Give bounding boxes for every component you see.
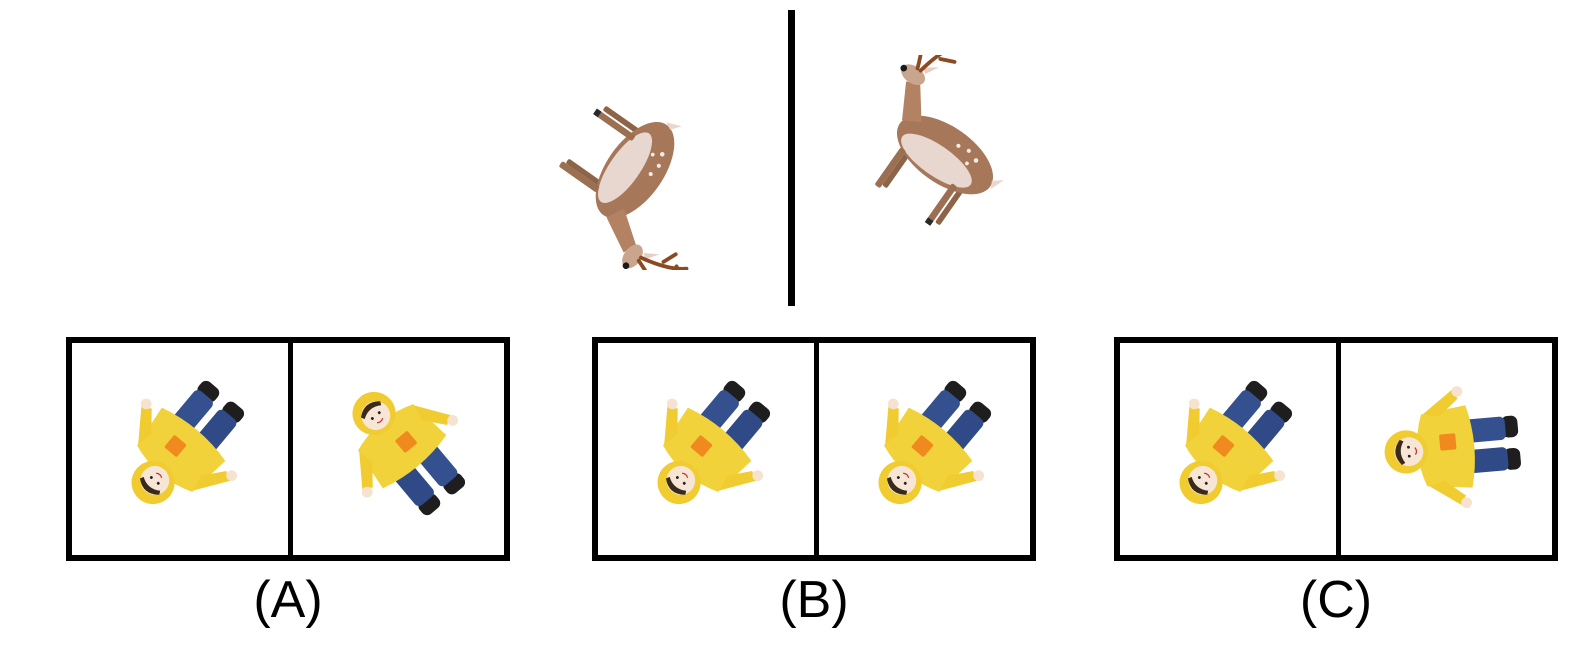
example-divider — [788, 10, 795, 306]
option-b-box[interactable] — [592, 337, 1036, 561]
option-b-right-cell — [814, 343, 1030, 555]
option-b-left-doll-icon — [618, 358, 798, 538]
option-c-left-cell — [1120, 343, 1336, 555]
example-right-deer-icon — [850, 55, 1040, 248]
option-b-left-cell — [598, 343, 814, 555]
option-a-right-doll-icon — [313, 358, 493, 538]
example-left-deer-icon — [540, 78, 730, 270]
option-c-right-doll-icon — [1378, 380, 1526, 516]
option-a-label: (A) — [253, 571, 323, 629]
option-c-left-doll-icon — [1140, 358, 1320, 538]
option-b-right-doll-icon — [839, 358, 1019, 538]
option-a-box[interactable] — [66, 337, 510, 561]
option-c-right-cell — [1336, 343, 1552, 555]
option-a-right-cell — [288, 343, 504, 555]
option-a-left-doll-icon — [92, 358, 272, 538]
option-b-label: (B) — [779, 571, 849, 629]
option-c-box[interactable] — [1114, 337, 1558, 561]
option-a-left-cell — [72, 343, 288, 555]
option-c-label: (C) — [1299, 571, 1373, 629]
